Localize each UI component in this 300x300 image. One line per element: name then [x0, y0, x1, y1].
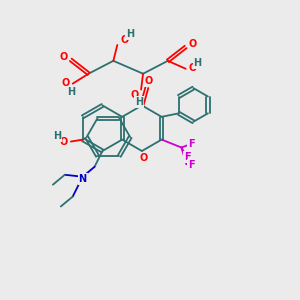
Text: O: O	[145, 76, 153, 85]
Text: H: H	[67, 86, 75, 97]
Text: F: F	[184, 152, 191, 162]
Text: O: O	[60, 52, 68, 62]
Text: O: O	[140, 153, 148, 163]
Text: N: N	[79, 174, 87, 184]
Text: O: O	[62, 78, 70, 88]
Text: H: H	[126, 29, 134, 39]
Text: O: O	[188, 39, 197, 49]
Text: O: O	[188, 63, 197, 73]
Text: O: O	[60, 136, 68, 147]
Text: H: H	[53, 130, 61, 141]
Text: O: O	[130, 89, 138, 100]
Text: H: H	[194, 58, 202, 68]
Text: F: F	[188, 160, 195, 170]
Text: F: F	[188, 139, 195, 148]
Text: H: H	[135, 98, 143, 107]
Text: O: O	[120, 35, 128, 45]
